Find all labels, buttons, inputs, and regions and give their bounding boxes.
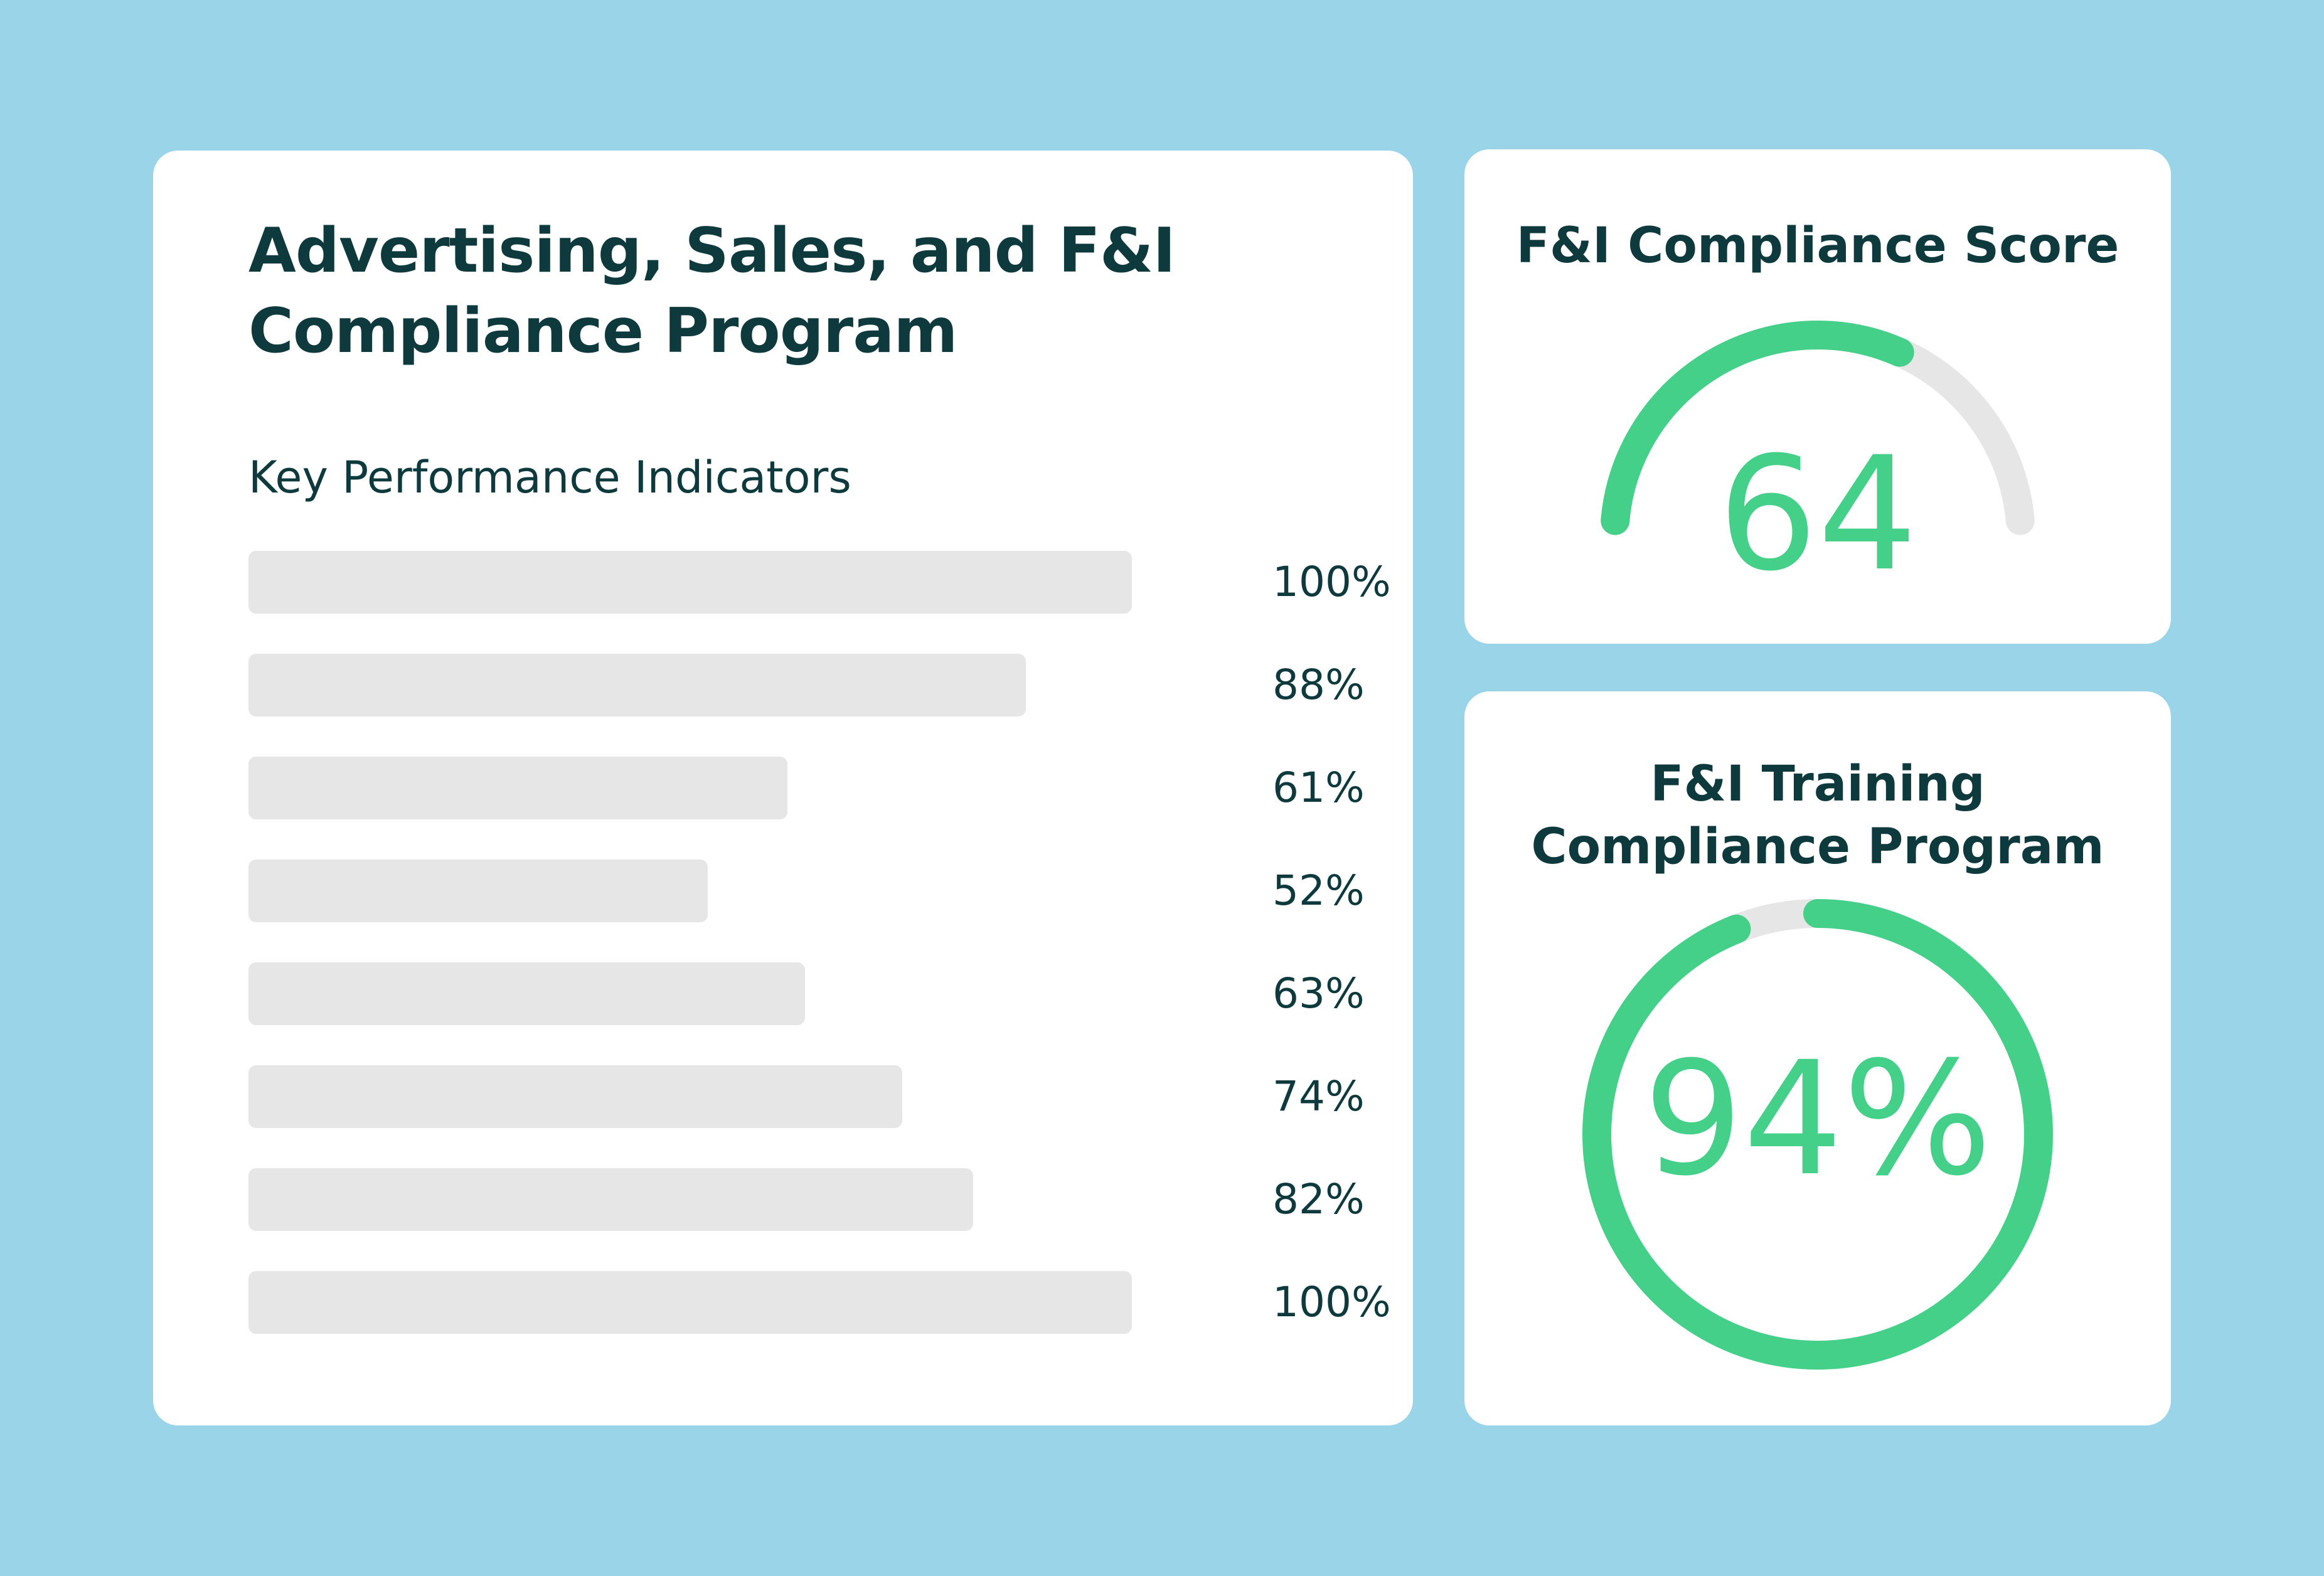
kpi-bar-value: 100% [1272, 1278, 1391, 1326]
kpi-bar-row: 82% [248, 1168, 1378, 1231]
kpi-bar-track [248, 1065, 1132, 1128]
kpi-bar [248, 1168, 973, 1231]
kpi-bar-value: 100% [1272, 558, 1391, 606]
kpi-card: Advertising, Sales, and F&I Compliance P… [153, 151, 1413, 1425]
page-title: Advertising, Sales, and F&I Compliance P… [248, 211, 1315, 371]
kpi-bar-row: 100% [248, 1271, 1391, 1334]
kpi-bar-track [248, 551, 1132, 614]
kpi-bar-track [248, 654, 1132, 716]
kpi-bar-value: 52% [1272, 866, 1365, 915]
kpi-bar-value: 63% [1272, 969, 1365, 1018]
kpi-bar-row: 100% [248, 551, 1391, 614]
kpi-bar-track [248, 1271, 1132, 1334]
compliance-score-value: 64 [1718, 423, 1917, 605]
kpi-bar-row: 88% [248, 654, 1378, 716]
kpi-bar-track [248, 962, 1132, 1025]
kpi-bar [248, 1065, 902, 1128]
kpi-bar-row: 63% [248, 962, 1378, 1025]
kpi-bar [248, 757, 787, 819]
kpi-bar-track [248, 860, 1132, 922]
kpi-bar-value: 88% [1272, 661, 1365, 709]
training-title-line-1: F&I Training [1650, 756, 1985, 812]
training-compliance-card: F&I Training Compliance Program 94% [1464, 691, 2171, 1425]
training-ring-fill [1582, 899, 2053, 1370]
compliance-score-card: F&I Compliance Score 64 [1464, 149, 2171, 644]
kpi-bar-row: 52% [248, 860, 1378, 922]
kpi-bar-value: 61% [1272, 764, 1365, 812]
score-gauge-fill [1601, 321, 1914, 535]
kpi-bar-value: 74% [1272, 1072, 1365, 1121]
compliance-score-title: F&I Compliance Score [1516, 218, 2119, 274]
page-title-line-2: Compliance Program [248, 296, 957, 367]
kpi-bar [248, 1271, 1132, 1334]
kpi-bar [248, 962, 806, 1025]
training-compliance-value: 94% [1643, 1028, 1992, 1210]
training-compliance-ring: 94% [1582, 899, 2053, 1370]
page-title-line-1: Advertising, Sales, and F&I [248, 215, 1176, 287]
kpi-bar [248, 551, 1132, 614]
kpi-bar-track [248, 1168, 1132, 1231]
kpi-bar-track [248, 757, 1132, 819]
compliance-score-gauge: 64 [1601, 321, 2035, 605]
kpi-bar-row: 74% [248, 1065, 1378, 1128]
training-compliance-title: F&I Training Compliance Program [1464, 753, 2171, 878]
kpi-bar-row: 61% [248, 757, 1378, 819]
kpi-section-title: Key Performance Indicators [248, 452, 851, 503]
kpi-bar [248, 654, 1026, 716]
kpi-bar-value: 82% [1272, 1175, 1365, 1223]
training-title-line-2: Compliance Program [1531, 819, 2104, 875]
kpi-bar [248, 860, 708, 922]
